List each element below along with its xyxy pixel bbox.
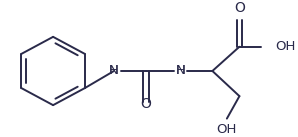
Text: O: O	[234, 1, 245, 15]
Text: H: H	[109, 64, 119, 77]
Text: N: N	[176, 65, 185, 78]
Text: O: O	[140, 97, 151, 111]
Text: OH: OH	[275, 40, 296, 53]
Text: H: H	[176, 64, 185, 77]
Text: OH: OH	[217, 123, 237, 136]
Text: N: N	[109, 65, 119, 78]
